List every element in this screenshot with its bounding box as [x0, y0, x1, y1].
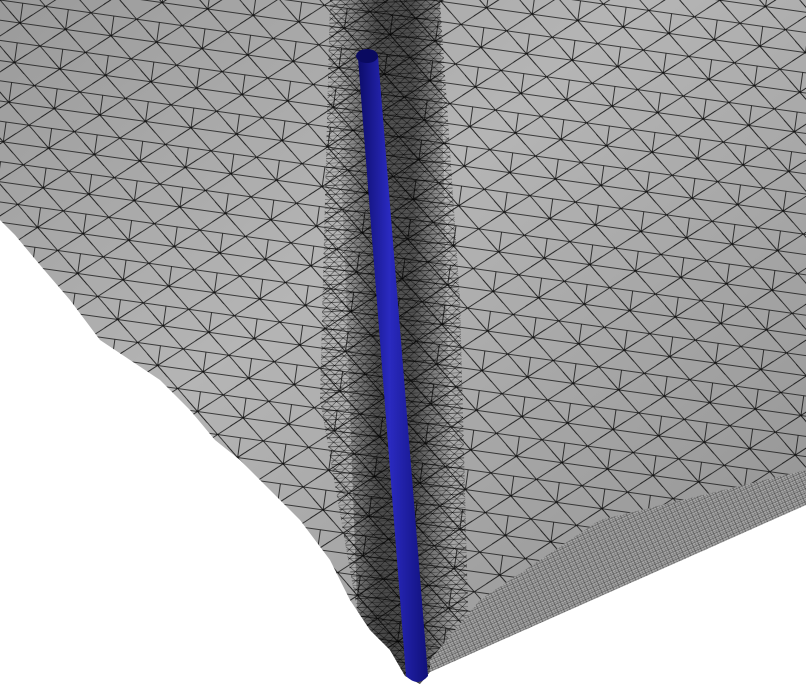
page: Mesh view {} html, body { margin: 0; pad… [0, 0, 806, 684]
rod-cap [356, 49, 378, 63]
mesh-view [0, 0, 806, 684]
body [0, 0, 806, 684]
